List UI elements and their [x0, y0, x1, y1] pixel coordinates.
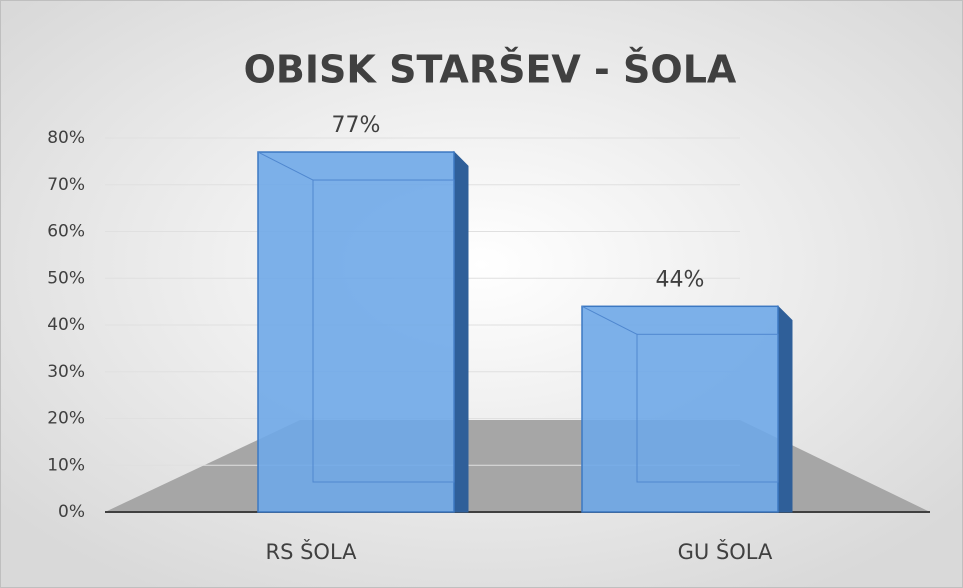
bar	[581, 305, 779, 513]
bar-inner-edge	[257, 151, 314, 181]
y-tick-label: 30%	[47, 362, 85, 382]
y-tick-label: 0%	[58, 502, 85, 522]
y-tick-label: 50%	[47, 268, 85, 288]
y-tick-label: 70%	[47, 175, 85, 195]
bar-inner-face	[312, 179, 455, 483]
bar-inner-edge	[581, 305, 638, 335]
chart-title: OBISK STARŠEV - ŠOLA	[244, 48, 737, 92]
y-tick-label: 40%	[47, 315, 85, 335]
y-tick-label: 60%	[47, 222, 85, 242]
x-tick-label: GU ŠOLA	[678, 539, 773, 564]
y-tick-label: 20%	[47, 409, 85, 429]
bar-side	[777, 305, 793, 513]
y-tick-label: 80%	[47, 128, 85, 148]
data-label: 44%	[656, 267, 705, 292]
data-label: 77%	[332, 113, 381, 138]
y-tick-label: 10%	[47, 455, 85, 475]
bar	[257, 151, 455, 513]
bar-side	[453, 150, 469, 513]
bar-inner-face	[636, 333, 779, 483]
x-tick-label: RS ŠOLA	[265, 539, 357, 564]
